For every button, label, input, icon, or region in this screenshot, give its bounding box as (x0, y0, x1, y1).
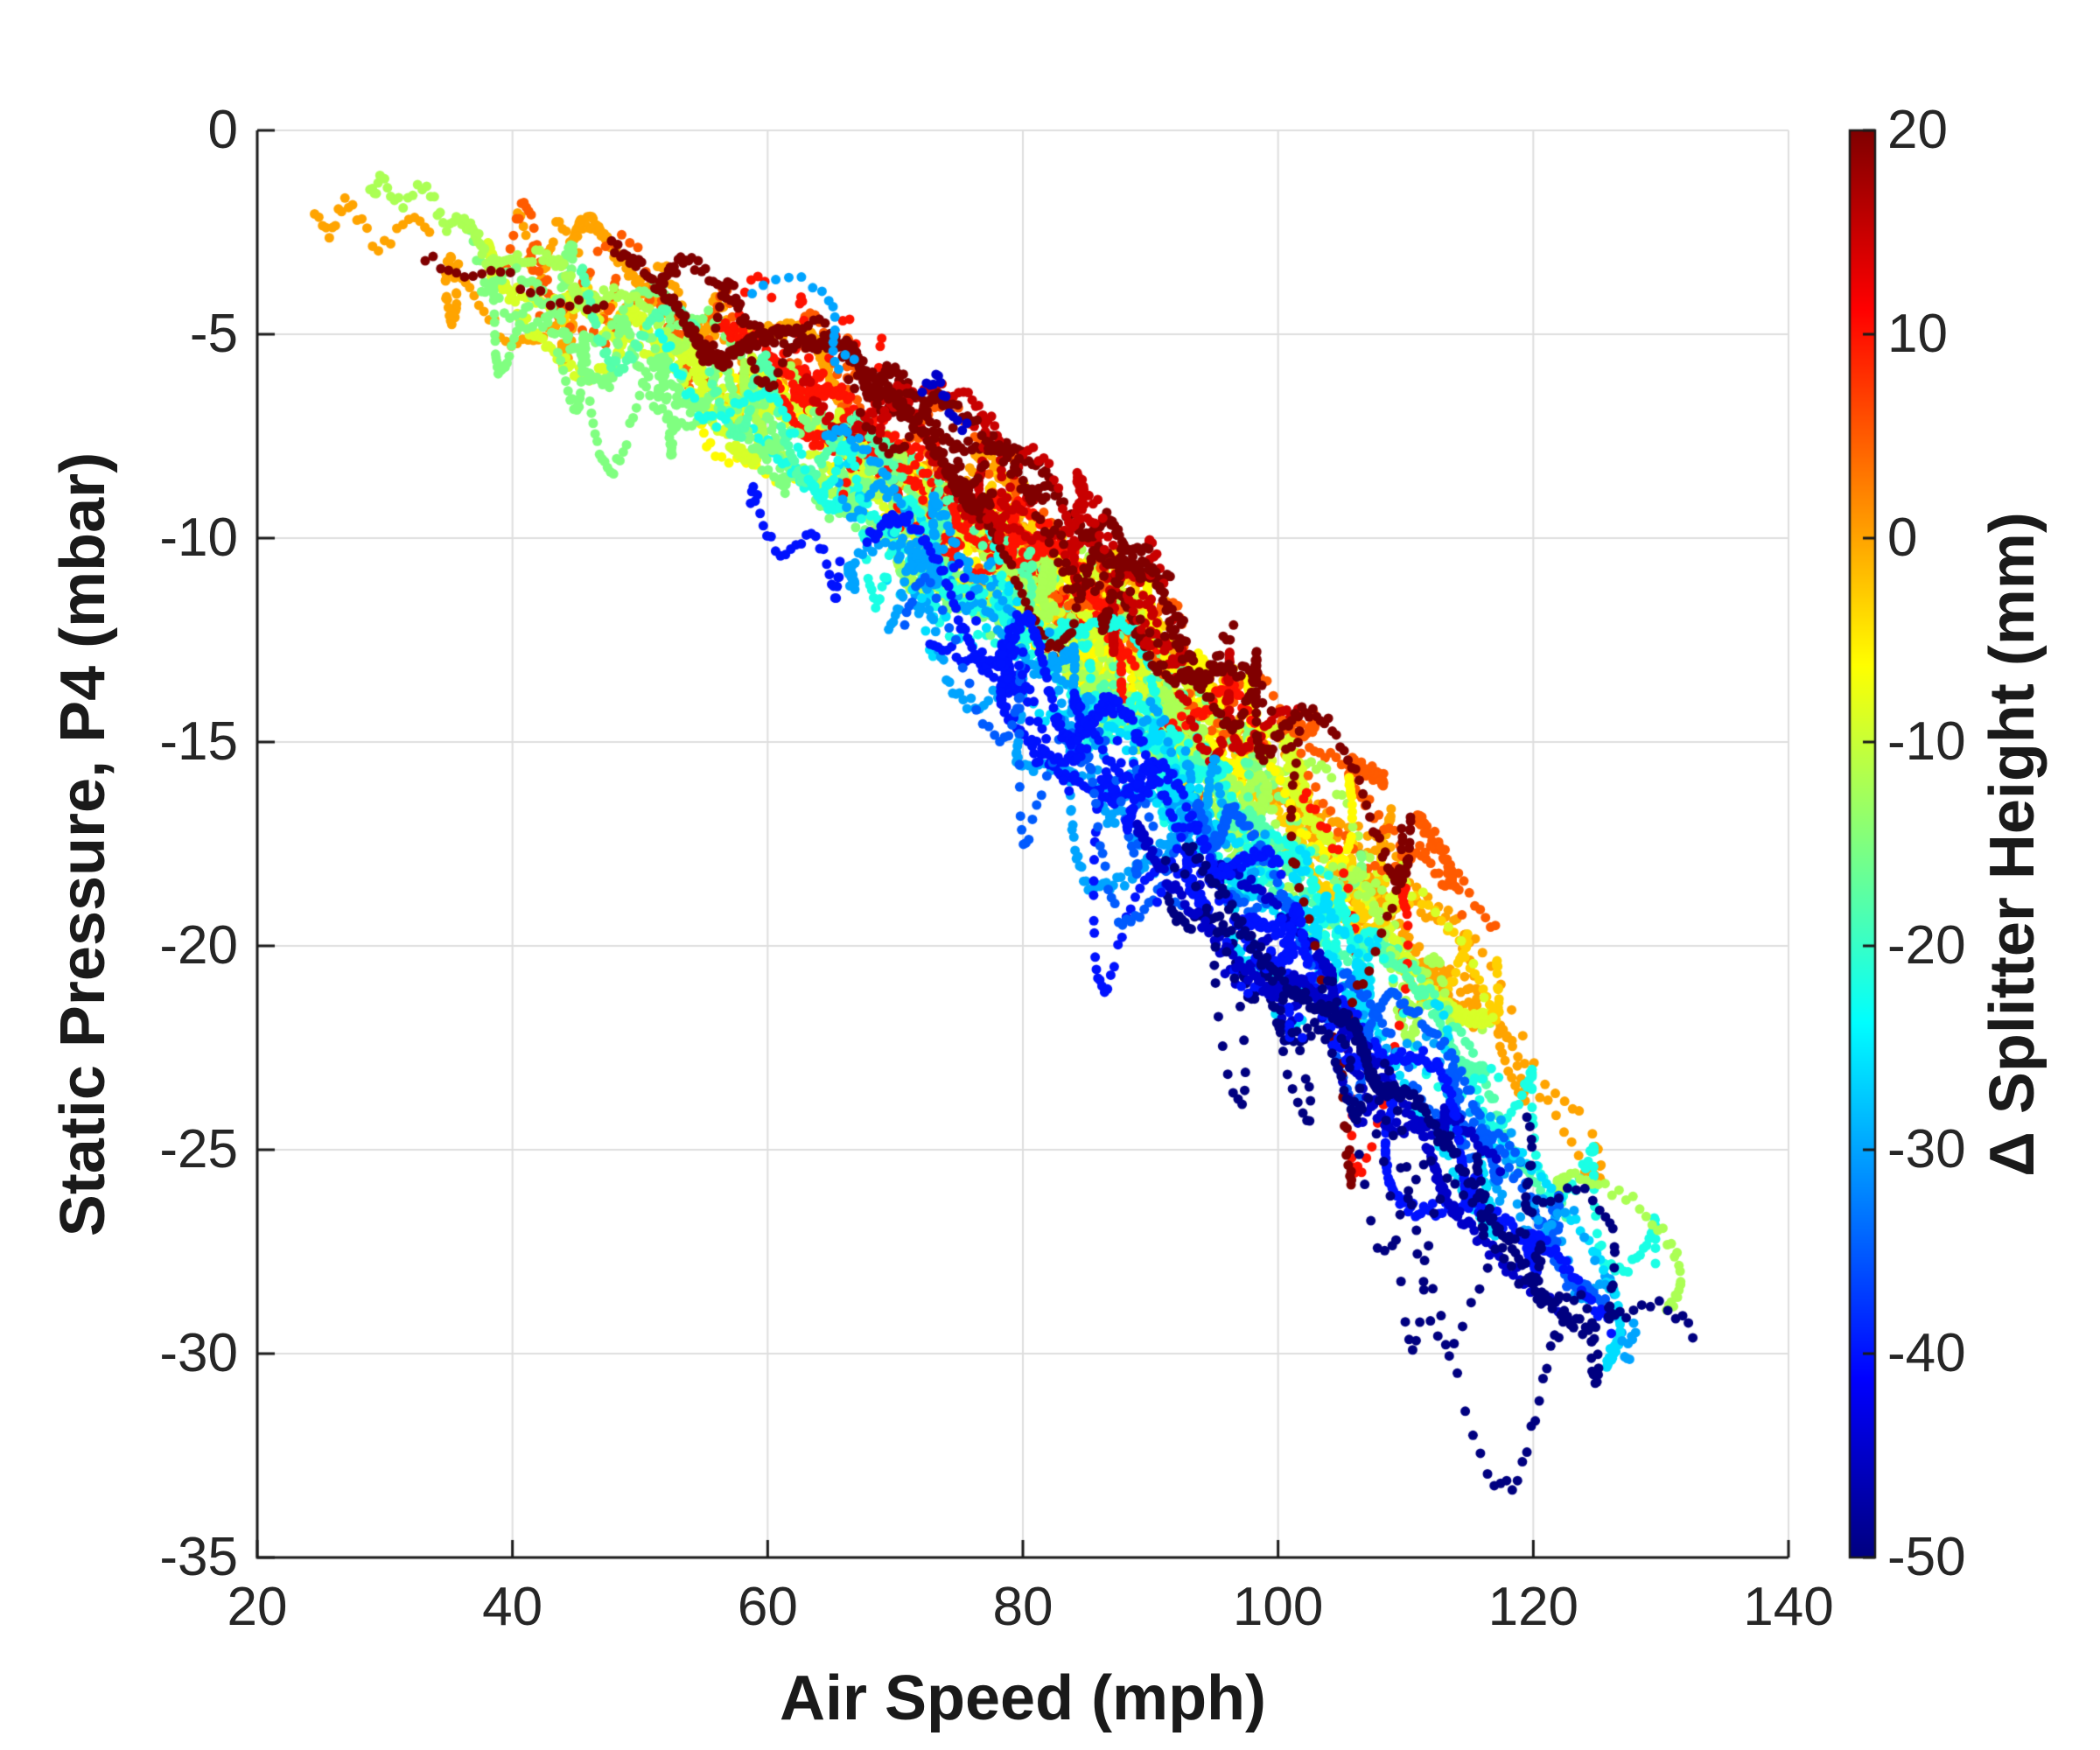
y-tick-label: -35 (159, 1527, 238, 1587)
y-tick-label: -10 (159, 508, 238, 568)
colorbar-tick-label: 10 (1887, 304, 1948, 364)
y-tick-label: -30 (159, 1323, 238, 1383)
y-tick-label: -20 (159, 915, 238, 976)
x-tick-label: 80 (992, 1577, 1054, 1637)
colorbar-label: Δ Splitter Height (mm) (1978, 512, 2048, 1177)
y-tick-label: 0 (207, 100, 238, 160)
colorbar-tick-label: -30 (1887, 1119, 1966, 1180)
colorbar-tick-label: 20 (1887, 100, 1948, 160)
colorbar-tick-label: 0 (1887, 508, 1918, 568)
y-axis-label: Static Pressure, P4 (mbar) (48, 452, 118, 1237)
x-tick-label: 40 (482, 1577, 543, 1637)
x-tick-label: 60 (737, 1577, 798, 1637)
x-tick-label: 20 (227, 1577, 288, 1637)
y-tick-label: -15 (159, 711, 238, 772)
colorbar-tick-label: -40 (1887, 1323, 1966, 1383)
x-tick-label: 100 (1232, 1577, 1324, 1637)
y-tick-label: -25 (159, 1119, 238, 1180)
x-tick-label: 140 (1743, 1577, 1834, 1637)
colorbar-tick-label: -10 (1887, 711, 1966, 772)
x-tick-label: 120 (1488, 1577, 1579, 1637)
colorbar-tick-label: -50 (1887, 1527, 1966, 1587)
colorbar-tick-label: -20 (1887, 915, 1966, 976)
y-tick-label: -5 (189, 304, 238, 364)
x-axis-label: Air Speed (mph) (779, 1663, 1267, 1733)
